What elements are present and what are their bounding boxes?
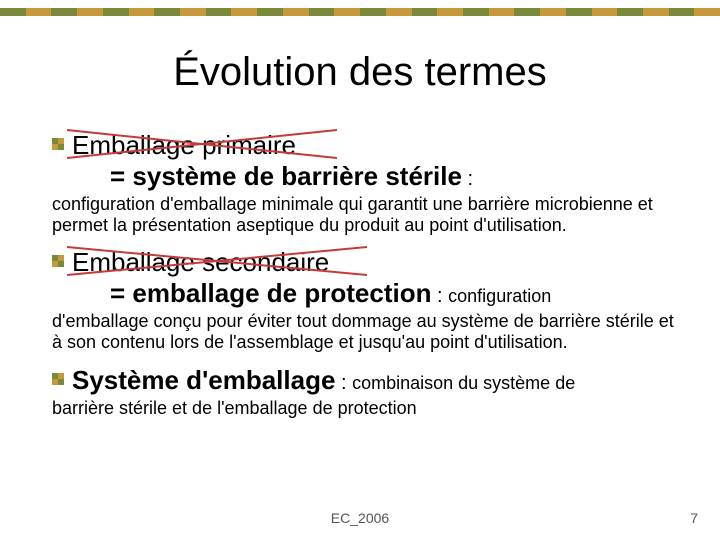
- bullet-icon: [52, 255, 64, 267]
- colon: :: [431, 285, 448, 307]
- slide-title: Évolution des termes: [0, 50, 720, 95]
- bullet-icon: [52, 138, 64, 150]
- new-term: = emballage de protection : configuratio…: [110, 278, 680, 309]
- colon: :: [462, 168, 473, 190]
- bullet-icon: [52, 373, 64, 385]
- struck-term-text: Emballage primaire: [72, 130, 296, 160]
- struck-term-text: Emballage secondaire: [72, 247, 329, 277]
- struck-term: Emballage primaire: [72, 130, 296, 161]
- new-term: = système de barrière stérile :: [110, 161, 680, 192]
- new-term-text: = système de barrière stérile: [110, 161, 462, 191]
- term-description: configuration d'emballage minimale qui g…: [52, 194, 680, 235]
- footer: EC_2006 7: [0, 510, 720, 526]
- new-term-text: = emballage de protection: [110, 278, 431, 308]
- term-title: Système d'emballage : combinaison du sys…: [72, 365, 575, 396]
- footer-label: EC_2006: [0, 510, 720, 526]
- desc-inline: configuration: [448, 286, 551, 306]
- list-item: Système d'emballage : combinaison du sys…: [52, 365, 680, 419]
- content-area: Emballage primaire = système de barrière…: [52, 130, 680, 430]
- colon: :: [335, 372, 352, 394]
- list-item: Emballage secondaire = emballage de prot…: [52, 247, 680, 352]
- term-title-text: Système d'emballage: [72, 365, 335, 395]
- desc-inline: combinaison du système de: [352, 373, 575, 393]
- list-item: Emballage primaire = système de barrière…: [52, 130, 680, 235]
- term-description: barrière stérile et de l'emballage de pr…: [52, 398, 680, 419]
- decorative-top-border: [0, 0, 720, 24]
- struck-term: Emballage secondaire: [72, 247, 329, 278]
- term-description: d'emballage conçu pour éviter tout domma…: [52, 311, 680, 352]
- page-number: 7: [690, 510, 698, 526]
